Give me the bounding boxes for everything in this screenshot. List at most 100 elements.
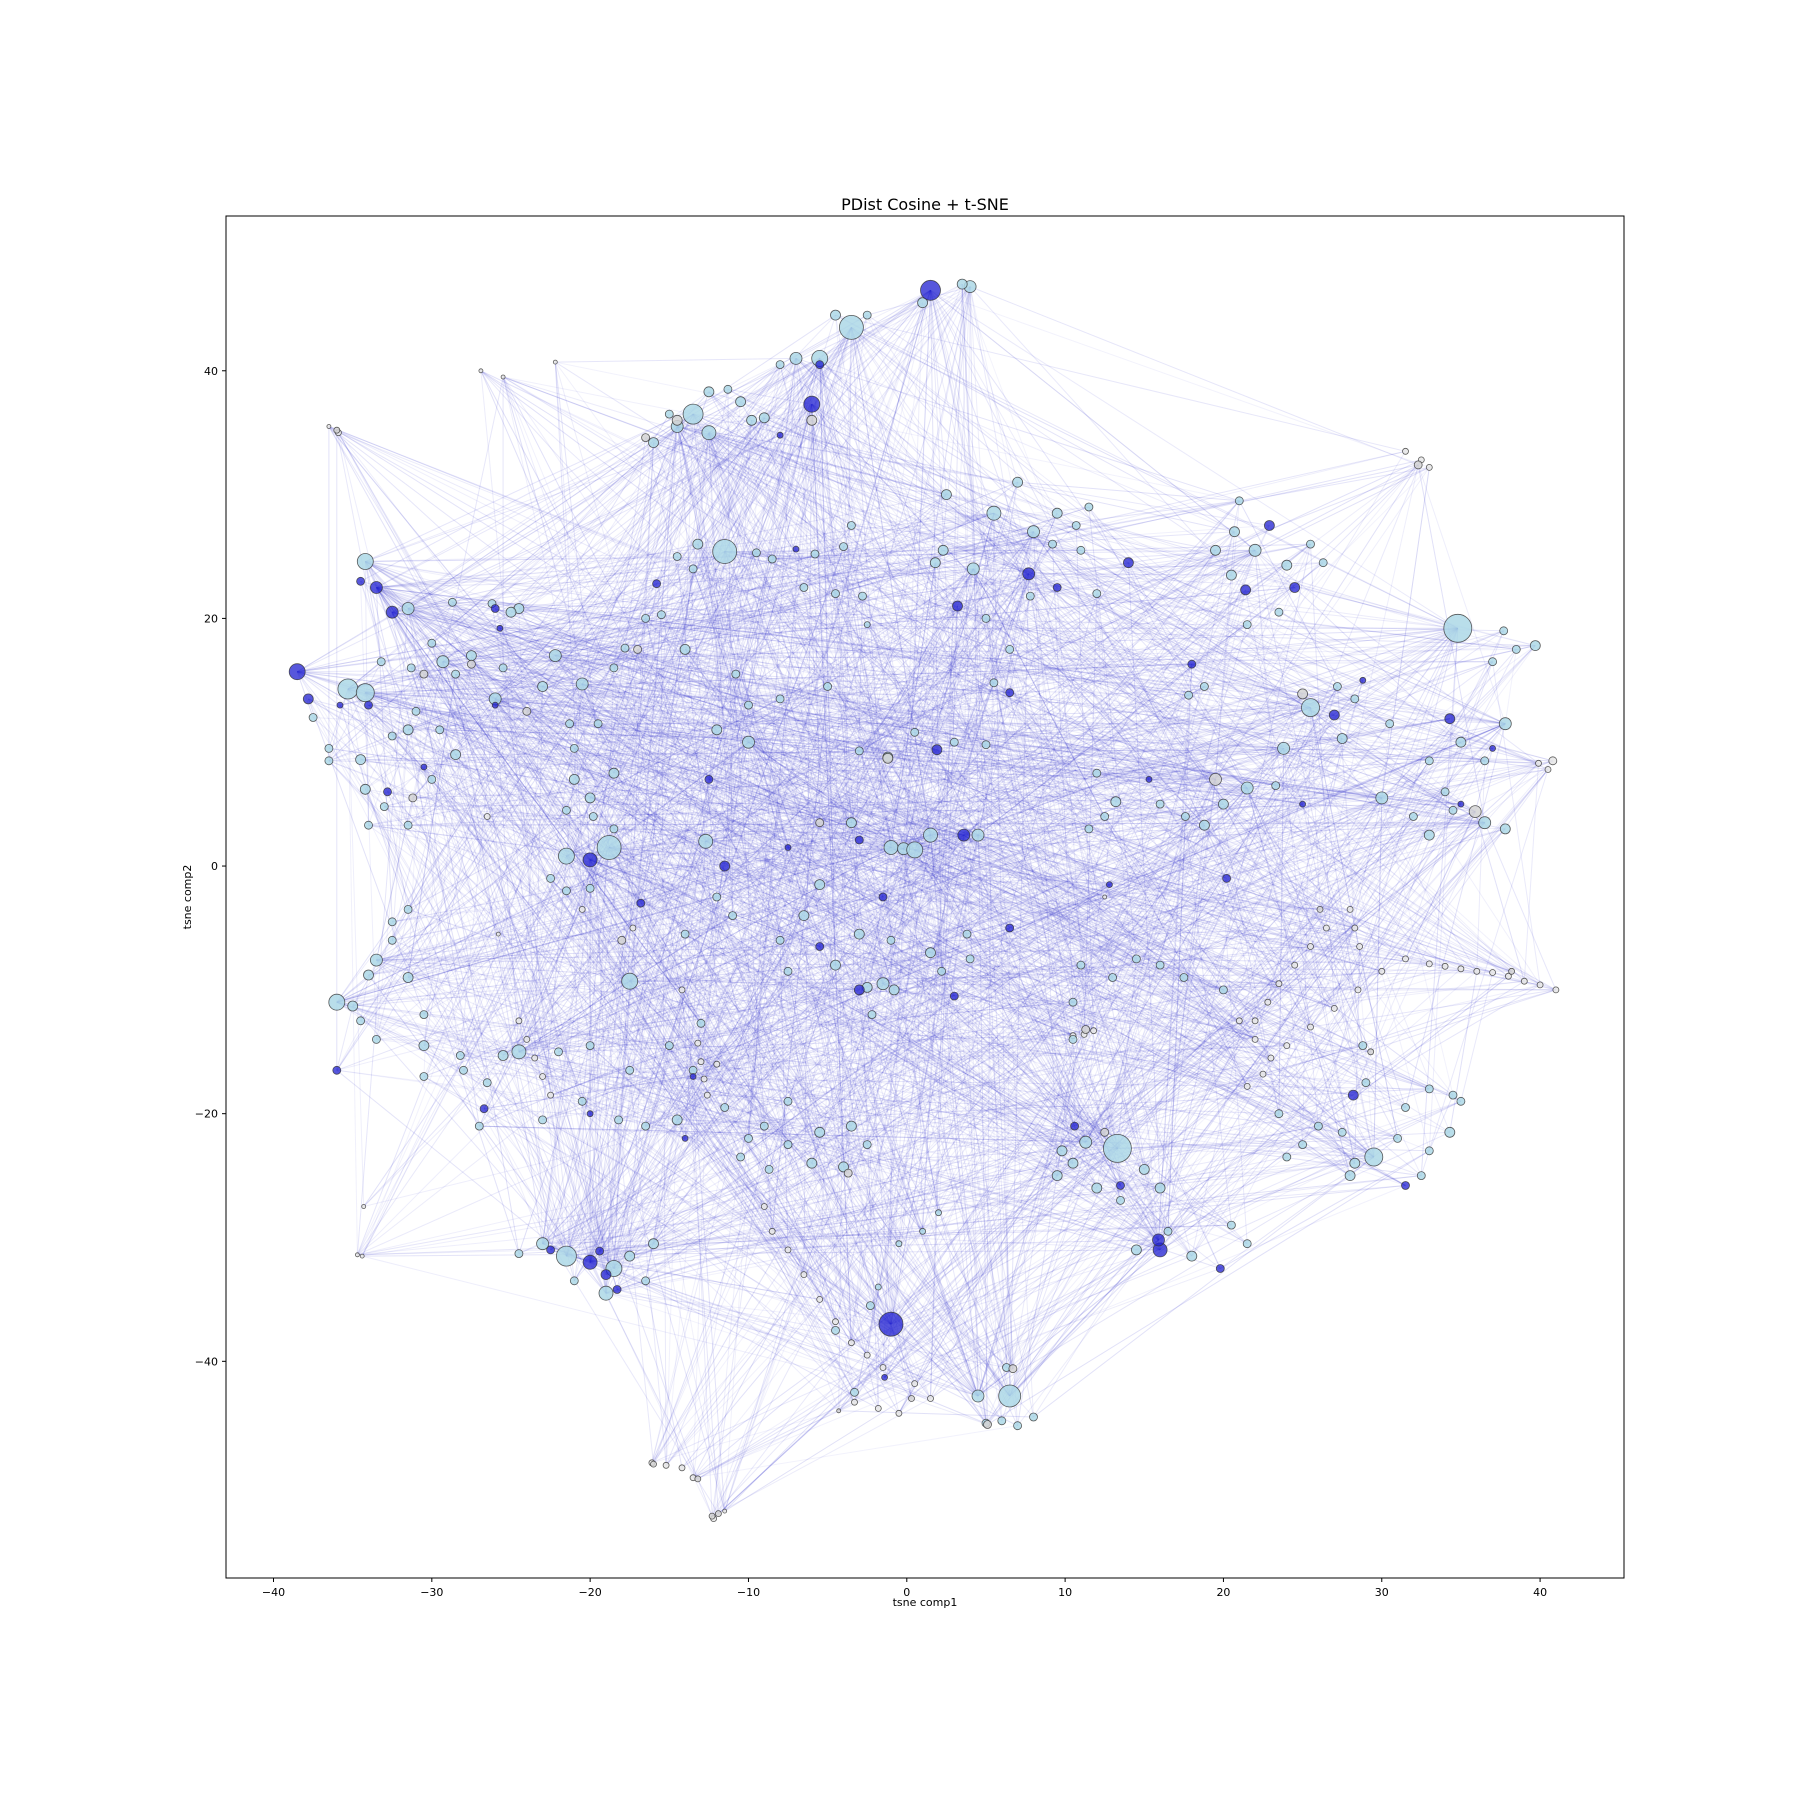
edge-line [383, 806, 1011, 1397]
edge-line [661, 614, 1205, 826]
edge-line [1354, 946, 1361, 1164]
data-point [1488, 657, 1497, 667]
edge-line [589, 404, 813, 1263]
data-point [536, 1237, 549, 1251]
edge-line [613, 649, 639, 774]
edge-line [676, 556, 1422, 1176]
data-point [538, 1115, 547, 1125]
edge-line [384, 549, 1256, 808]
edge-line [697, 543, 884, 984]
edge-line [795, 358, 939, 1213]
edge-line [700, 760, 1553, 1024]
edge-line [1061, 909, 1321, 1152]
edge-line [629, 980, 1007, 1368]
edge-line [850, 327, 1014, 1369]
edge-line [387, 754, 456, 793]
edge-line [483, 723, 1506, 1110]
data-point [678, 1464, 686, 1472]
edge-line [392, 611, 1276, 787]
data-point [735, 396, 746, 408]
edge-line [748, 564, 1287, 743]
edge-line [352, 964, 836, 1007]
edge-line [795, 358, 1430, 836]
edge-line [555, 450, 1406, 657]
edge-line [629, 980, 1248, 1087]
data-point [522, 706, 532, 716]
edge-line [930, 550, 1216, 953]
data-point [1155, 799, 1165, 809]
edge-line [364, 561, 457, 755]
edge-line [408, 627, 1458, 731]
edge-line [376, 549, 1256, 1040]
edge-line [867, 816, 1414, 988]
edge-line [518, 608, 1003, 1422]
data-point [1084, 824, 1094, 834]
edge-line [357, 980, 631, 1256]
edge-line [407, 608, 938, 751]
edge-line [763, 417, 979, 836]
edge-line [740, 822, 821, 1158]
edge-line [803, 627, 1459, 1275]
edge-line [463, 1069, 789, 1102]
edge-line [1009, 564, 1288, 929]
edge-line [819, 327, 852, 1300]
edge-line [977, 1368, 1014, 1397]
edge-line [629, 980, 1074, 1037]
data-point [1444, 1126, 1456, 1138]
edge-line [1075, 525, 1095, 1031]
data-point [800, 1271, 808, 1278]
edge-line [1191, 1113, 1280, 1257]
edge-line [838, 327, 852, 1411]
edge-line [1159, 803, 1430, 965]
edge-line [376, 587, 892, 941]
edge-line [566, 855, 1074, 1164]
edge-line [977, 834, 1446, 967]
data-point [680, 929, 690, 939]
edge-line [1117, 791, 1446, 1149]
edge-line [605, 420, 678, 1294]
data-point [728, 911, 737, 920]
edge-line [871, 1014, 1074, 1164]
edge-line [352, 933, 860, 1007]
data-point [1106, 881, 1113, 888]
data-point [1275, 980, 1283, 988]
edge-line [819, 358, 836, 966]
edge-line [589, 512, 995, 889]
edge-line [313, 717, 749, 743]
edge-line [1115, 679, 1364, 803]
edge-line [609, 847, 1512, 972]
data-point [1145, 776, 1153, 783]
edge-line [364, 692, 409, 910]
edge-line [692, 822, 1486, 1479]
edge-line [423, 673, 441, 730]
edge-line [1405, 723, 1506, 1108]
edge-line [651, 624, 868, 1463]
edge-line [582, 683, 1105, 898]
edge-line [613, 289, 931, 669]
edge-line [1017, 481, 1240, 502]
edge-line [963, 286, 971, 836]
data-point [1242, 620, 1252, 629]
edge-line [407, 824, 1159, 1241]
edge-line [882, 983, 1556, 991]
data-point [1132, 954, 1141, 964]
edge-line [1033, 531, 1074, 1164]
edge-line [550, 848, 904, 1251]
edge-line [624, 647, 1227, 879]
edge-line [589, 859, 789, 1145]
data-point [1186, 1250, 1198, 1262]
data-point [1444, 713, 1456, 725]
edge-line [835, 467, 1430, 1331]
data-point [621, 972, 639, 990]
edge-line [463, 1070, 567, 1257]
data-point [1344, 1170, 1356, 1181]
edge-line [582, 834, 931, 910]
edge-line [748, 704, 979, 836]
edge-line [697, 544, 789, 1145]
edge-line [494, 608, 1169, 1232]
edge-line [613, 1107, 726, 1269]
edge-line [565, 1070, 631, 1257]
edge-line [590, 859, 1321, 910]
edge-line [1191, 769, 1549, 1257]
edge-line [1056, 587, 1311, 709]
